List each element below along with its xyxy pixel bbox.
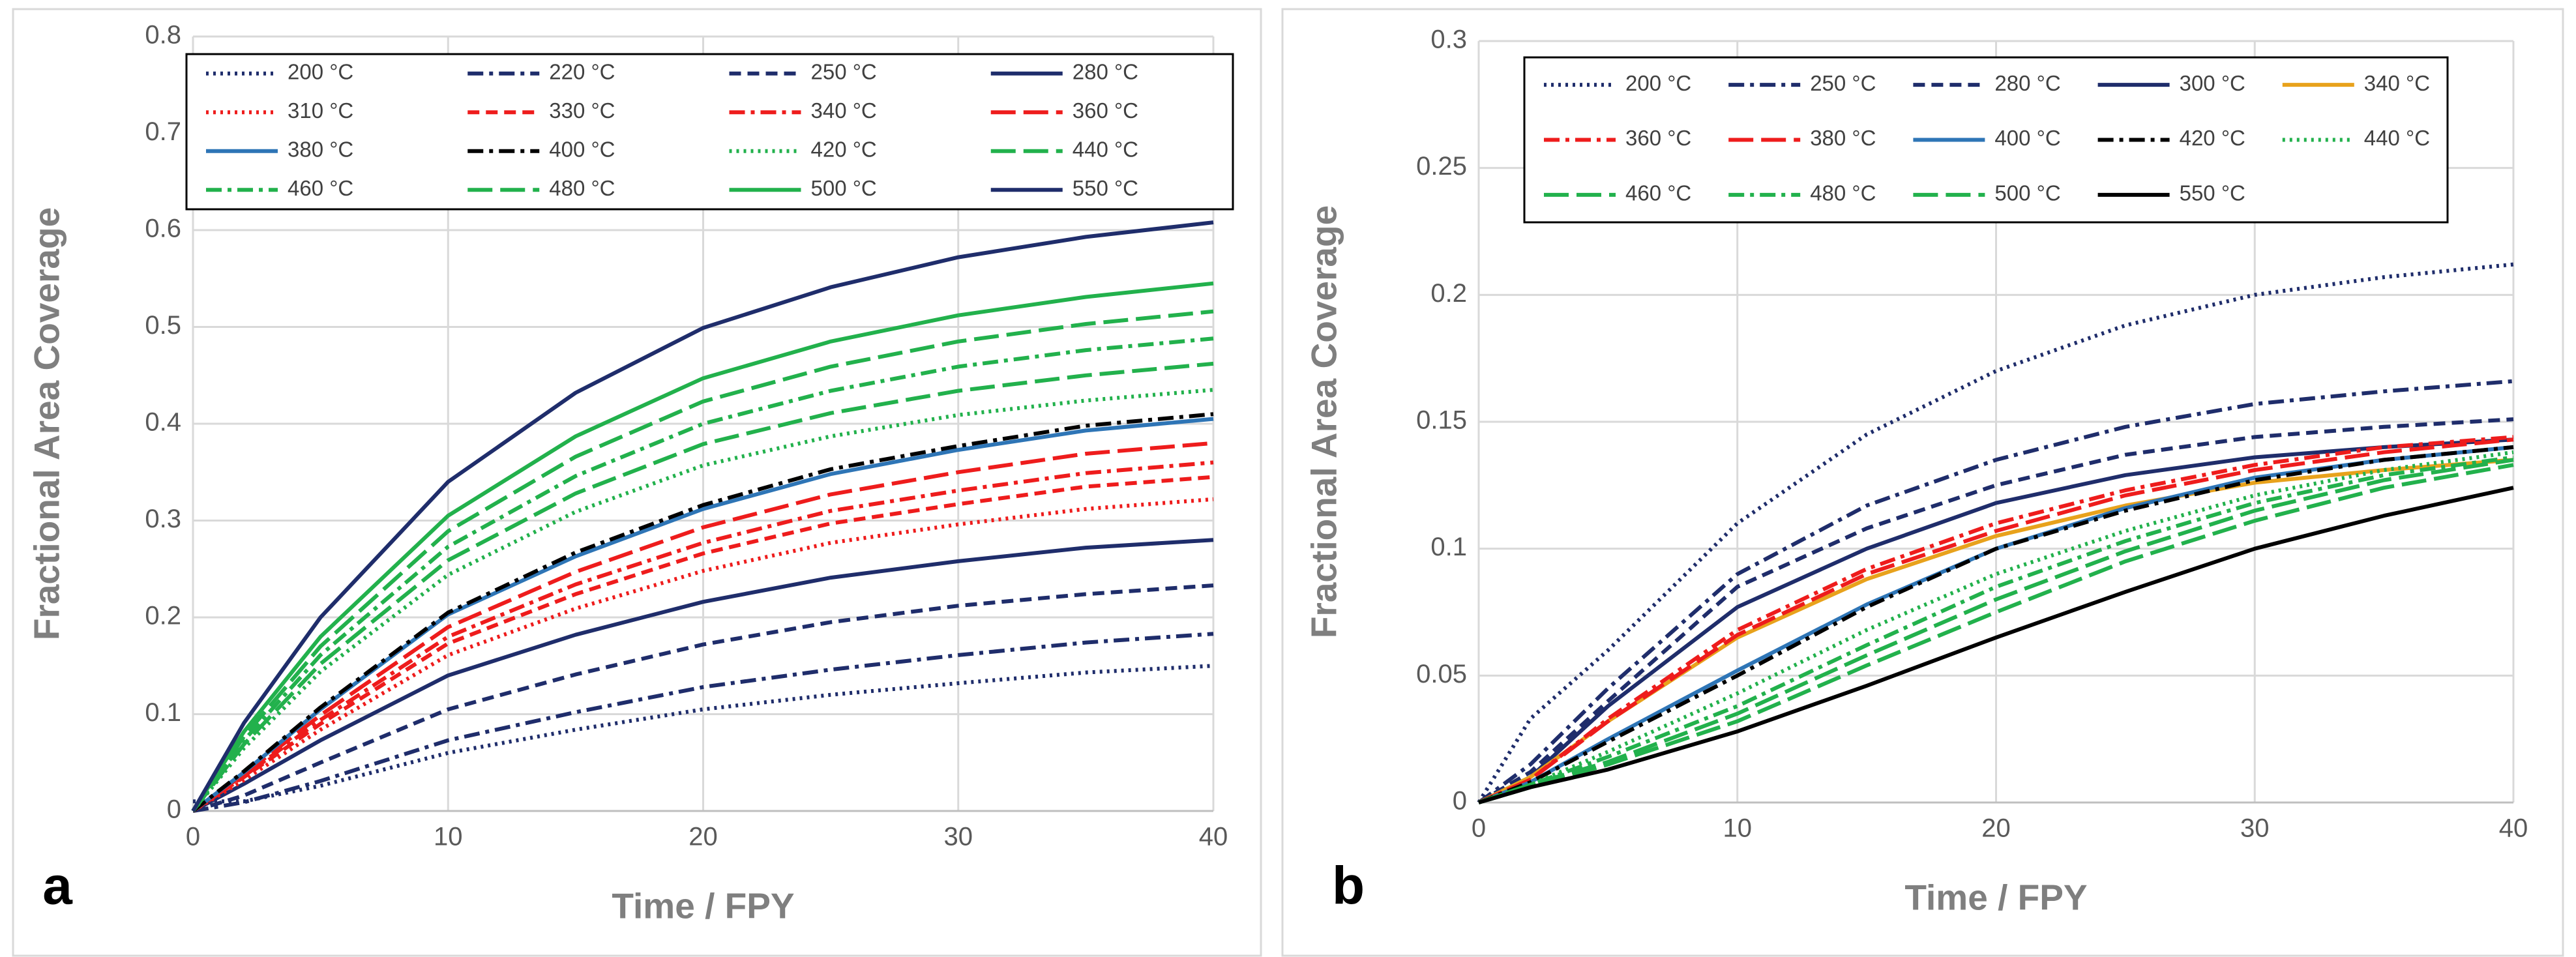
series-line: [1477, 437, 2514, 804]
series-line: [1477, 379, 2514, 804]
y-axis-title: Fractional Area Coverage: [1304, 205, 1344, 638]
series-line: [192, 460, 1214, 813]
legend-label: 400 °C: [1994, 126, 2060, 150]
legend-label: 280 °C: [1994, 71, 2060, 95]
series-line: [191, 388, 1214, 812]
legend-label: 500 °C: [1994, 181, 2060, 205]
y-tick-label: 0.1: [1430, 533, 1467, 561]
legend-label: 550 °C: [1073, 176, 1138, 200]
legend-label: 400 °C: [549, 137, 615, 161]
y-tick-label: 0.6: [145, 214, 181, 243]
y-tick-label: 0.7: [145, 117, 181, 146]
legend-label: 220 °C: [549, 59, 615, 83]
series-line: [192, 441, 1214, 813]
series-line: [192, 417, 1214, 813]
series-line: [193, 664, 1214, 804]
series-line: [1477, 417, 2514, 804]
x-tick-label: 10: [1723, 814, 1753, 843]
y-tick-label: 0.4: [145, 408, 181, 437]
series-line: [192, 632, 1214, 813]
x-tick-label: 40: [2499, 814, 2528, 843]
series-line: [1477, 445, 2514, 804]
series-line: [191, 220, 1214, 812]
series-line: [1478, 463, 2514, 804]
y-tick-label: 0.3: [145, 505, 181, 533]
y-tick-label: 0.05: [1416, 660, 1467, 688]
legend-label: 460 °C: [288, 176, 353, 200]
legend-box: [185, 53, 1234, 211]
series-line: [192, 497, 1214, 813]
legend-label: 440 °C: [1073, 137, 1138, 161]
legend-label: 440 °C: [2364, 126, 2430, 150]
legend-label: 360 °C: [1073, 98, 1138, 123]
legend-label: 250 °C: [1810, 71, 1876, 95]
series-line: [191, 281, 1214, 812]
y-tick-label: 0: [167, 795, 181, 824]
legend-label: 340 °C: [811, 98, 877, 123]
legend-label: 480 °C: [549, 176, 615, 200]
legend-label: 480 °C: [1810, 181, 1876, 205]
series-line: [192, 412, 1214, 813]
legend-label: 200 °C: [1625, 71, 1691, 95]
x-tick-label: 10: [434, 823, 463, 851]
y-tick-label: 0.8: [145, 21, 181, 50]
x-tick-label: 30: [944, 823, 973, 851]
legend-label: 280 °C: [1073, 59, 1138, 83]
legend-label: 300 °C: [2180, 71, 2245, 95]
x-tick-label: 0: [186, 823, 200, 851]
legend-label: 460 °C: [1625, 181, 1691, 205]
series-line: [1478, 458, 2514, 804]
legend-label: 420 °C: [811, 137, 877, 161]
series-line: [1478, 486, 2514, 804]
legend-label: 250 °C: [811, 59, 877, 83]
y-tick-label: 0.1: [145, 698, 181, 727]
series-line: [1477, 437, 2514, 804]
legend-label: 500 °C: [811, 176, 877, 200]
series-line: [1478, 450, 2514, 804]
y-tick-label: 0.2: [145, 602, 181, 630]
x-tick-label: 30: [2240, 814, 2270, 843]
legend-label: 380 °C: [288, 137, 353, 161]
legend-label: 360 °C: [1625, 126, 1691, 150]
x-axis-title: Time / FPY: [612, 886, 794, 926]
x-axis-title: Time / FPY: [1904, 877, 2087, 918]
legend-label: 310 °C: [288, 98, 353, 123]
y-tick-label: 0.15: [1416, 406, 1467, 435]
series-line: [192, 475, 1214, 813]
y-tick-label: 0: [1453, 787, 1467, 816]
series-line: [191, 309, 1214, 812]
series-line: [191, 336, 1214, 812]
legend-label: 340 °C: [2364, 71, 2430, 95]
legend-label: 380 °C: [1810, 126, 1876, 150]
panel-letter: a: [42, 857, 73, 916]
panel-letter: b: [1332, 857, 1365, 916]
legend-label: 420 °C: [2180, 126, 2245, 150]
legend-label: 330 °C: [549, 98, 615, 123]
series-line: [191, 361, 1214, 812]
y-tick-label: 0.2: [1430, 279, 1467, 308]
y-tick-label: 0.5: [145, 311, 181, 340]
x-tick-label: 20: [688, 823, 718, 851]
x-tick-label: 0: [1472, 814, 1486, 843]
series-line: [1478, 455, 2514, 804]
y-tick-label: 0.25: [1416, 152, 1467, 181]
legend-label: 200 °C: [288, 59, 353, 83]
series-line: [192, 538, 1214, 813]
series-line: [192, 583, 1214, 813]
series-line: [1477, 262, 2514, 804]
y-tick-label: 0.3: [1430, 25, 1467, 54]
y-axis-title: Fractional Area Coverage: [27, 207, 67, 640]
legend-label: 550 °C: [2180, 181, 2245, 205]
x-tick-label: 40: [1199, 823, 1228, 851]
x-tick-label: 20: [1981, 814, 2011, 843]
